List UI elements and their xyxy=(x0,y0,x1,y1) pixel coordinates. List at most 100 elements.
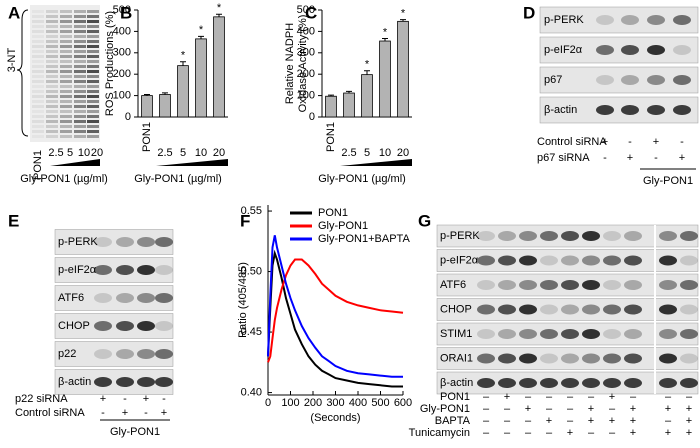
row-label: CHOP xyxy=(440,303,472,315)
blot-band xyxy=(46,25,58,28)
blot-band xyxy=(32,45,44,48)
treatment-sign: – xyxy=(609,403,616,415)
blot-band xyxy=(74,55,86,58)
treatment-sign: + xyxy=(665,403,671,415)
series-line xyxy=(267,235,403,378)
treatment-sign: - xyxy=(162,393,166,405)
blot-band xyxy=(87,90,99,93)
group-label: Gly-PON1 xyxy=(643,175,693,187)
blot-band xyxy=(561,280,579,290)
blot-band xyxy=(582,329,600,339)
blot-band xyxy=(477,329,495,339)
blot-band xyxy=(32,85,44,88)
blot-band xyxy=(621,75,639,85)
error-bar xyxy=(162,92,168,95)
treatment-sign: – xyxy=(546,403,553,415)
panel-letter: C xyxy=(305,3,317,22)
significance: * xyxy=(181,50,186,62)
blot-band xyxy=(624,329,642,339)
blot-band xyxy=(596,105,614,115)
treatment-sign: + xyxy=(100,393,106,405)
blot-band xyxy=(74,20,86,23)
blot-band xyxy=(46,85,58,88)
blot-band xyxy=(87,80,99,83)
blot-band xyxy=(74,45,86,48)
treatment-sign: – xyxy=(567,415,574,427)
bar xyxy=(159,94,171,118)
blot-band xyxy=(60,85,72,88)
panel-letter: F xyxy=(240,211,250,230)
blot-band xyxy=(87,120,99,123)
blot-band xyxy=(540,353,558,364)
blot-band xyxy=(155,237,173,247)
blot-band xyxy=(87,110,99,113)
blot-band xyxy=(477,304,495,315)
blot-band xyxy=(46,35,58,38)
blot-band xyxy=(32,130,44,133)
blot-band xyxy=(46,110,58,113)
wedge xyxy=(340,159,412,166)
treatment-sign: – xyxy=(483,391,490,403)
significance: * xyxy=(401,8,406,20)
error-bar xyxy=(346,90,352,94)
blot-band xyxy=(87,45,99,48)
y-tick-label: 0.50 xyxy=(241,265,262,277)
blot-band xyxy=(624,280,642,290)
blot-label: 3-NT xyxy=(6,48,18,73)
treatment-sign: + xyxy=(679,152,685,164)
treatment-sign: + xyxy=(161,407,167,419)
bar xyxy=(343,92,355,118)
blot-band xyxy=(596,15,614,25)
blot-band xyxy=(87,100,99,103)
blot-band xyxy=(32,10,44,13)
lane-label: 20 xyxy=(91,147,103,159)
blot-band xyxy=(596,75,614,85)
treatment-sign: + xyxy=(546,415,552,427)
blot-band xyxy=(74,110,86,113)
blot-band xyxy=(659,304,677,315)
blot-band xyxy=(87,75,99,78)
treatment-sign: – xyxy=(483,427,490,439)
treatment-label: Control siRNA xyxy=(15,407,85,419)
row-label: p-PERK xyxy=(544,14,584,26)
blot-band xyxy=(60,15,72,18)
blot-band xyxy=(60,45,72,48)
blot-band xyxy=(60,55,72,58)
blot-band xyxy=(46,60,58,63)
row-label: p-PERK xyxy=(440,230,480,242)
blot-band xyxy=(46,115,58,118)
blot-band xyxy=(74,85,86,88)
blot-band xyxy=(477,280,495,290)
blot-band xyxy=(116,377,134,387)
blot-band xyxy=(561,231,579,241)
blot-band xyxy=(60,125,72,128)
blot-band xyxy=(32,35,44,38)
blot-band xyxy=(87,10,99,13)
blot-band xyxy=(624,304,642,315)
bar xyxy=(177,65,189,118)
blot-band xyxy=(621,45,639,55)
treatment-sign: + xyxy=(686,427,692,439)
blot-band xyxy=(498,353,516,364)
treatment-sign: – xyxy=(525,427,532,439)
treatment-sign: – xyxy=(567,391,574,403)
blot-band xyxy=(87,25,99,28)
treatment-sign: – xyxy=(525,391,532,403)
x-tick-label: 10 xyxy=(379,147,391,159)
error-bar xyxy=(400,19,406,22)
blot-band xyxy=(60,10,72,13)
blot-band xyxy=(155,377,173,387)
y-tick-label: 0.55 xyxy=(241,205,262,217)
blot-band xyxy=(498,329,516,339)
x-tick-label: 600 xyxy=(394,397,412,409)
blot-band xyxy=(116,293,134,303)
x-tick-label: 2.5 xyxy=(157,147,172,159)
blot-band xyxy=(74,25,86,28)
bar xyxy=(325,95,337,118)
row-label: ORAI1 xyxy=(440,352,473,364)
blot-band xyxy=(87,20,99,23)
blot-band xyxy=(498,378,516,388)
blot-row xyxy=(539,66,699,94)
blot-band xyxy=(647,105,665,115)
blot-band xyxy=(87,125,99,128)
